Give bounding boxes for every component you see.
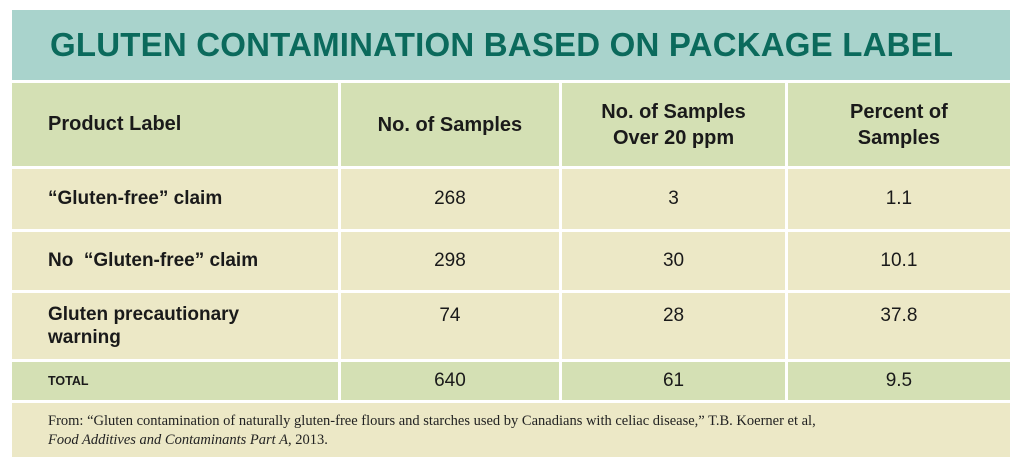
table-row: Gluten precautionary warning 74 28 37.8 (12, 293, 1010, 359)
header-product-label: Product Label (12, 83, 338, 166)
header-over-20ppm: No. of Samples Over 20 ppm (562, 83, 785, 166)
citation-year: , 2013. (287, 432, 328, 448)
citation-line-1: From: “Gluten contamination of naturally… (48, 413, 816, 429)
table-row: “Gluten-free” claim 268 3 1.1 (12, 169, 1010, 229)
header-no-samples: No. of Samples (340, 83, 560, 166)
table-title: GLUTEN CONTAMINATION BASED ON PACKAGE LA… (50, 26, 954, 63)
cell-percent: 1.1 (787, 169, 1010, 229)
cell-samples: 74 (340, 293, 560, 359)
cell-samples: 298 (340, 232, 560, 290)
total-row: TOTAL 640 61 9.5 (12, 362, 1010, 400)
cell-label-wrap: Gluten precautionary warning (12, 293, 338, 359)
cell-over: 28 (562, 293, 785, 359)
source-citation: From: “Gluten contamination of naturally… (12, 403, 1010, 457)
citation-journal: Food Additives and Contaminants Part A (48, 432, 288, 448)
cell-samples: 268 (340, 169, 560, 229)
gluten-table-graphic: GLUTEN CONTAMINATION BASED ON PACKAGE LA… (12, 10, 1010, 457)
title-band: GLUTEN CONTAMINATION BASED ON PACKAGE LA… (12, 10, 1010, 80)
data-table: Product Label No. of Samples No. of Samp… (9, 80, 1013, 403)
header-row: Product Label No. of Samples No. of Samp… (12, 83, 1010, 166)
cell-label: “Gluten-free” claim (12, 169, 338, 229)
total-label: TOTAL (12, 362, 338, 400)
cell-over: 30 (562, 232, 785, 290)
total-percent: 9.5 (787, 362, 1010, 400)
header-percent-text: Percent of Samples (850, 100, 948, 149)
table-row: No “Gluten-free” claim 298 30 10.1 (12, 232, 1010, 290)
citation-line-2: Food Additives and Contaminants Part A, … (48, 431, 1010, 450)
cell-percent: 10.1 (787, 232, 1010, 290)
cell-over: 3 (562, 169, 785, 229)
cell-label: No “Gluten-free” claim (12, 232, 338, 290)
total-samples: 640 (340, 362, 560, 400)
cell-label: Gluten precautionary warning (48, 304, 240, 348)
cell-percent: 37.8 (787, 293, 1010, 359)
header-over-20ppm-text: No. of Samples Over 20 ppm (601, 100, 746, 149)
header-percent: Percent of Samples (787, 83, 1010, 166)
total-over: 61 (562, 362, 785, 400)
